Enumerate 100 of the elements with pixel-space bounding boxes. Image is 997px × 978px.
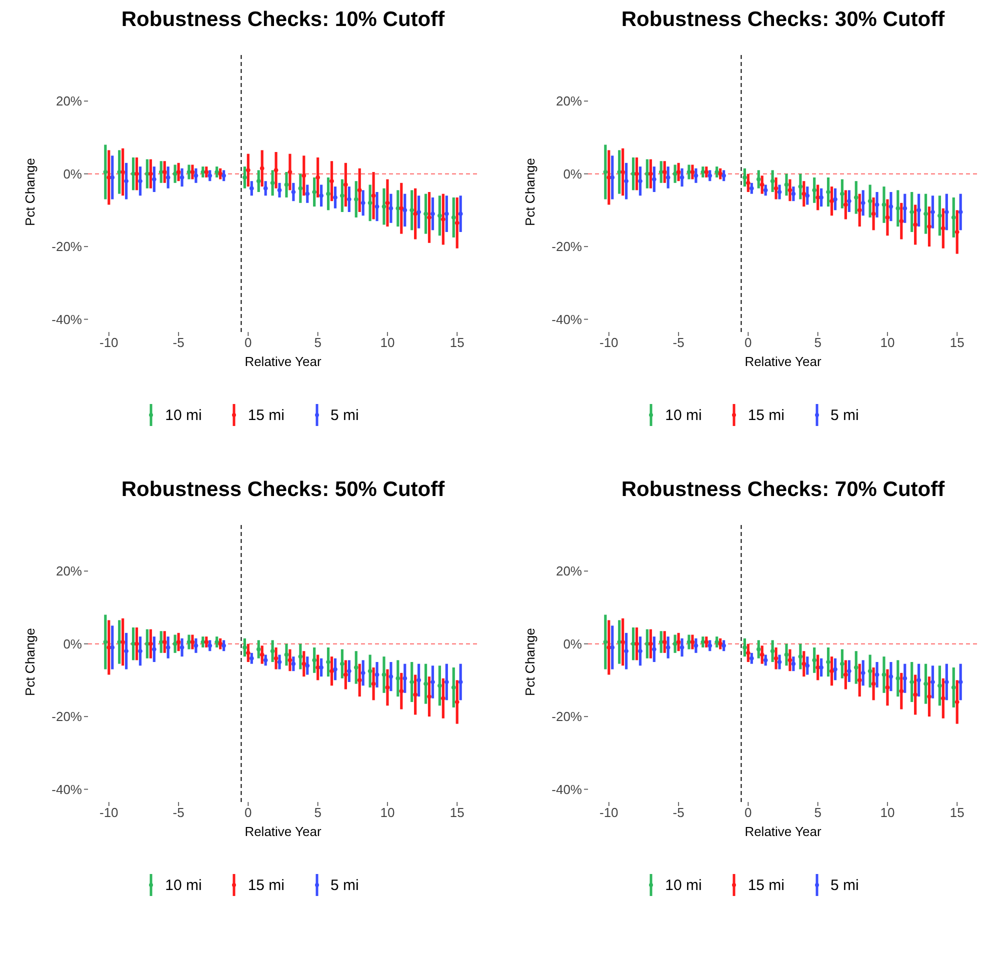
point <box>885 685 890 690</box>
point <box>120 170 126 174</box>
point <box>340 662 344 666</box>
point <box>958 210 963 214</box>
point <box>913 222 918 227</box>
point <box>666 175 670 180</box>
point <box>882 202 886 207</box>
point <box>791 192 796 196</box>
point <box>913 692 918 697</box>
point <box>180 645 184 650</box>
point <box>610 175 615 180</box>
point <box>631 642 636 646</box>
point <box>763 658 768 662</box>
x-axis-title: Relative Year <box>244 354 322 369</box>
point <box>742 645 747 650</box>
point <box>138 178 142 184</box>
point <box>444 212 449 216</box>
point <box>103 170 108 174</box>
point <box>371 193 376 198</box>
point <box>652 647 656 652</box>
point <box>430 680 435 684</box>
point <box>284 182 289 187</box>
point <box>888 674 894 679</box>
point <box>704 640 709 644</box>
point <box>298 654 303 659</box>
point <box>854 665 858 670</box>
point <box>413 692 418 697</box>
point <box>944 210 949 214</box>
point <box>826 190 830 194</box>
point <box>454 220 460 226</box>
legend-label: 15 mi <box>748 406 785 424</box>
point <box>940 226 946 231</box>
x-tick-label: 15 <box>950 335 964 350</box>
point <box>756 177 761 182</box>
point <box>749 656 754 661</box>
point <box>249 656 254 661</box>
point <box>704 170 709 174</box>
point <box>410 680 414 684</box>
point <box>788 658 792 662</box>
point <box>833 667 838 672</box>
point <box>840 662 844 666</box>
point <box>410 208 414 212</box>
point <box>274 168 278 172</box>
point <box>357 188 362 192</box>
y-axis-title: Pct Change <box>522 628 538 696</box>
y-tick-label: 0% <box>63 166 82 182</box>
point <box>927 694 932 699</box>
legend-label: 15 mi <box>248 876 285 894</box>
point <box>798 654 803 659</box>
point <box>424 212 428 216</box>
point <box>662 170 667 174</box>
legend-label: 5 mi <box>330 406 359 424</box>
point <box>176 170 181 174</box>
point <box>763 188 768 192</box>
point <box>927 224 932 229</box>
chart-title: Robustness Checks: 10% Cutoff <box>120 8 446 33</box>
point <box>916 208 922 212</box>
point <box>326 660 330 664</box>
point <box>416 210 422 214</box>
x-tick-label: 10 <box>880 335 895 350</box>
point <box>620 640 626 644</box>
point <box>291 190 296 194</box>
point <box>148 642 153 646</box>
point <box>937 213 942 218</box>
point <box>458 212 463 216</box>
x-axis-title: Relative Year <box>744 354 822 369</box>
point <box>958 680 963 684</box>
point <box>885 215 890 220</box>
point <box>860 200 866 206</box>
point <box>930 210 935 214</box>
point <box>868 198 872 204</box>
point <box>830 668 834 674</box>
y-tick-label: -40% <box>552 312 582 327</box>
point <box>648 172 653 176</box>
point <box>944 680 949 684</box>
point <box>680 645 684 650</box>
point <box>676 170 681 174</box>
y-tick-label: 0% <box>563 636 582 652</box>
point <box>354 665 358 670</box>
point <box>427 215 432 220</box>
point <box>888 204 894 209</box>
point <box>812 658 817 662</box>
point <box>871 682 876 686</box>
point <box>424 682 428 686</box>
point <box>110 645 115 650</box>
point <box>680 175 684 180</box>
x-tick-label: 10 <box>880 805 895 820</box>
point <box>798 184 803 189</box>
point <box>249 186 254 191</box>
point <box>360 200 366 206</box>
point <box>333 667 338 672</box>
x-tick-label: 15 <box>950 805 964 820</box>
point <box>672 642 678 646</box>
legend-label: 10 mi <box>165 406 202 424</box>
point <box>805 663 810 668</box>
point <box>263 186 268 191</box>
point <box>714 170 720 174</box>
point <box>357 678 362 682</box>
point <box>722 643 726 648</box>
point <box>319 665 324 670</box>
